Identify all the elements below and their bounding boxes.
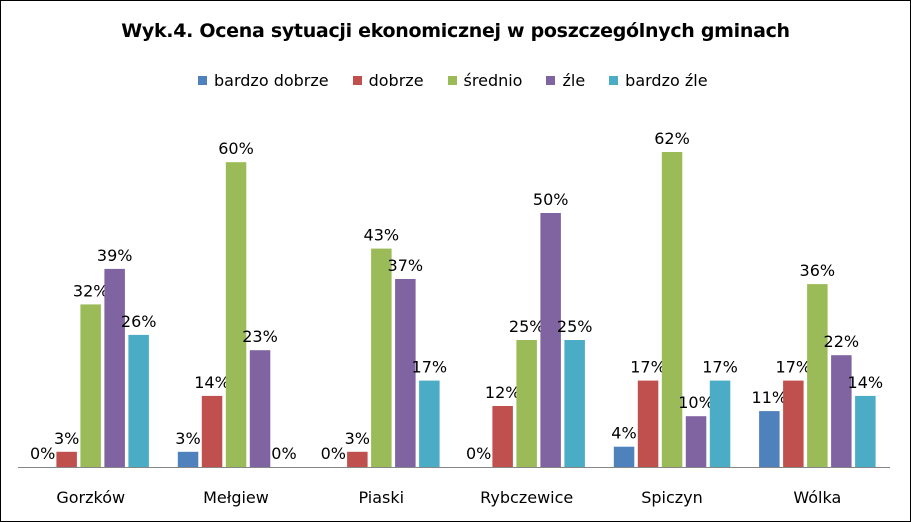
data-label: 32% <box>73 281 109 300</box>
data-label: 25% <box>509 317 545 336</box>
bar <box>661 152 683 467</box>
data-label: 0% <box>321 444 346 463</box>
bar <box>80 304 101 467</box>
legend-swatch <box>198 75 207 85</box>
bar <box>104 268 125 467</box>
data-label: 3% <box>175 429 200 448</box>
data-label: 62% <box>654 129 690 148</box>
bar <box>249 350 271 467</box>
bar <box>177 451 199 467</box>
data-label: 50% <box>533 190 569 209</box>
bar <box>831 355 852 467</box>
legend-swatch <box>352 75 362 85</box>
legend-item: dobrze <box>352 70 424 90</box>
legend-item: bardzo źle <box>609 70 708 90</box>
data-label: 23% <box>242 327 278 346</box>
legend-item: źle <box>546 71 585 90</box>
data-label: 3% <box>54 429 79 448</box>
data-label: 12% <box>485 383 521 402</box>
data-label: 39% <box>97 246 133 265</box>
data-label: 17% <box>702 358 738 377</box>
data-label: 60% <box>218 139 254 158</box>
data-label: 14% <box>848 373 884 392</box>
chart-legend: bardzo dobrze dobrze średnio źle bardzo źle <box>198 69 732 91</box>
bar <box>855 395 876 467</box>
bar <box>56 451 77 467</box>
bar <box>759 411 780 467</box>
legend-label: źle <box>562 70 586 90</box>
legend-label: dobrze <box>368 70 424 90</box>
legend-label: bardzo źle <box>625 70 708 90</box>
legend-swatch <box>546 75 556 85</box>
data-label: 43% <box>364 226 400 245</box>
bar <box>225 162 247 467</box>
data-label: 25% <box>557 317 593 336</box>
bar <box>516 340 537 467</box>
x-tick-label: Rybczewice <box>480 488 573 507</box>
legend-label: bardzo dobrze <box>214 70 329 90</box>
data-label: 0% <box>30 444 55 463</box>
x-tick-label: Gorzków <box>56 488 125 507</box>
data-label: 37% <box>388 256 424 275</box>
bar <box>783 380 804 467</box>
data-label: 36% <box>800 261 836 280</box>
bar <box>564 340 585 467</box>
bar <box>613 446 635 467</box>
x-tick-label: Mełgiew <box>203 488 269 507</box>
bar <box>492 406 513 467</box>
bar <box>128 334 149 467</box>
data-label: 14% <box>194 373 230 392</box>
data-label: 17% <box>776 358 812 377</box>
data-label: 4% <box>611 424 636 443</box>
bar <box>347 451 368 467</box>
data-label: 17% <box>412 358 448 377</box>
x-tick-label: Spiczyn <box>641 488 703 507</box>
bar <box>685 416 707 467</box>
data-label: 0% <box>271 444 296 463</box>
data-label: 11% <box>752 388 788 407</box>
bar <box>637 380 659 467</box>
data-label: 3% <box>345 429 370 448</box>
data-label: 22% <box>824 332 860 351</box>
bar <box>807 284 828 467</box>
data-label: 10% <box>678 393 714 412</box>
legend-item: bardzo dobrze <box>198 71 329 90</box>
chart-title: Wyk.4. Ocena sytuacji ekonomicznej w pos… <box>121 20 790 42</box>
bar <box>540 213 561 467</box>
data-label: 0% <box>466 444 491 463</box>
bar <box>371 248 392 467</box>
legend-swatch <box>609 75 619 85</box>
data-label: 17% <box>630 358 666 377</box>
bar <box>709 380 731 467</box>
legend-label: średnio <box>463 70 523 90</box>
legend-swatch <box>447 75 457 85</box>
bar <box>395 279 416 467</box>
x-tick-label: Wólka <box>793 488 841 507</box>
x-tick-label: Piaski <box>359 488 405 507</box>
data-label: 26% <box>121 312 157 331</box>
legend-item: średnio <box>447 70 523 90</box>
bar <box>201 395 223 467</box>
bar <box>419 380 440 467</box>
